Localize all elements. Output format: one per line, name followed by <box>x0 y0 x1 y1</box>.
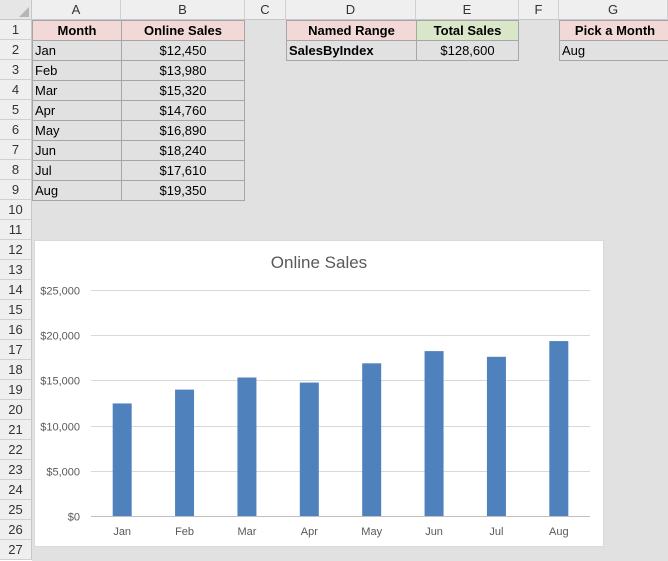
column-header-e[interactable]: E <box>416 0 519 20</box>
row-header-1[interactable]: 1 <box>0 20 32 40</box>
chart-title: Online Sales <box>270 253 368 272</box>
month-cell[interactable]: Jul <box>32 160 122 181</box>
row-header-26[interactable]: 26 <box>0 520 32 540</box>
row-header-6[interactable]: 6 <box>0 120 32 140</box>
bar-jun[interactable] <box>424 351 444 516</box>
row-header-12[interactable]: 12 <box>0 240 32 260</box>
row-header-25[interactable]: 25 <box>0 500 32 520</box>
row-header-22[interactable]: 22 <box>0 440 32 460</box>
x-tick-label: Jun <box>425 526 443 538</box>
cell-e1-total-sales-header[interactable]: Total Sales <box>416 20 519 41</box>
column-header-b[interactable]: B <box>121 0 245 20</box>
x-tick-label: Jan <box>113 526 131 538</box>
month-cell[interactable]: Feb <box>32 60 122 81</box>
month-cell[interactable]: Mar <box>32 80 122 101</box>
month-cell[interactable]: Jun <box>32 140 122 161</box>
cell-d1-named-range-header[interactable]: Named Range <box>286 20 417 41</box>
row-header-3[interactable]: 3 <box>0 60 32 80</box>
sales-cell[interactable]: $19,350 <box>121 180 245 201</box>
column-header-d[interactable]: D <box>286 0 416 20</box>
y-tick-label: $15,000 <box>40 376 80 388</box>
cell-b1-sales-header[interactable]: Online Sales <box>121 20 245 41</box>
row-header-14[interactable]: 14 <box>0 280 32 300</box>
x-tick-label: Feb <box>175 526 194 538</box>
sales-cell[interactable]: $16,890 <box>121 120 245 141</box>
y-tick-label: $10,000 <box>40 422 80 434</box>
column-header-a[interactable]: A <box>32 0 121 20</box>
y-tick-label: $25,000 <box>40 286 80 298</box>
month-cell[interactable]: Apr <box>32 100 122 121</box>
month-cell[interactable]: Jan <box>32 40 122 61</box>
row-header-13[interactable]: 13 <box>0 260 32 280</box>
month-cell[interactable]: Aug <box>32 180 122 201</box>
row-header-10[interactable]: 10 <box>0 200 32 220</box>
sales-cell[interactable]: $14,760 <box>121 100 245 121</box>
bar-may[interactable] <box>362 363 382 516</box>
online-sales-chart[interactable]: Online Sales $0 $5,000 $10,000 $15,000 $20,0… <box>34 240 604 547</box>
row-header-24[interactable]: 24 <box>0 480 32 500</box>
row-header-27[interactable]: 27 <box>0 540 32 560</box>
cell-d2-named-range[interactable]: SalesByIndex <box>286 40 417 61</box>
row-header-23[interactable]: 23 <box>0 460 32 480</box>
chart-plot: $0 $5,000 $10,000 $15,000 $20,000 $25,000 Jan F… <box>40 286 590 538</box>
y-tick-label: $20,000 <box>40 331 80 343</box>
column-header-c[interactable]: C <box>245 0 286 20</box>
y-tick-label: $0 <box>68 512 80 524</box>
sales-cell[interactable]: $15,320 <box>121 80 245 101</box>
column-header-g[interactable]: G <box>559 0 668 20</box>
row-header-2[interactable]: 2 <box>0 40 32 60</box>
row-header-17[interactable]: 17 <box>0 340 32 360</box>
sales-cell[interactable]: $12,450 <box>121 40 245 61</box>
row-header-18[interactable]: 18 <box>0 360 32 380</box>
bar-jan[interactable] <box>112 403 132 516</box>
cell-g2-pick-month-value[interactable]: Aug <box>559 40 668 61</box>
row-header-11[interactable]: 11 <box>0 220 32 240</box>
x-tick-label: Jul <box>489 526 503 538</box>
month-cell[interactable]: May <box>32 120 122 141</box>
x-tick-label: Apr <box>301 526 318 538</box>
cell-g1-pick-month-header[interactable]: Pick a Month <box>559 20 668 41</box>
row-header-21[interactable]: 21 <box>0 420 32 440</box>
bar-feb[interactable] <box>175 389 195 516</box>
x-tick-label: Mar <box>237 526 256 538</box>
x-tick-label: May <box>361 526 382 538</box>
bar-jul[interactable] <box>486 356 506 516</box>
row-header-4[interactable]: 4 <box>0 80 32 100</box>
sales-cell[interactable]: $18,240 <box>121 140 245 161</box>
row-header-16[interactable]: 16 <box>0 320 32 340</box>
cell-a1-month-header[interactable]: Month <box>32 20 122 41</box>
row-header-5[interactable]: 5 <box>0 100 32 120</box>
row-header-7[interactable]: 7 <box>0 140 32 160</box>
bar-mar[interactable] <box>237 377 257 516</box>
sales-cell[interactable]: $17,610 <box>121 160 245 181</box>
x-tick-label: Aug <box>549 526 569 538</box>
row-header-15[interactable]: 15 <box>0 300 32 320</box>
sales-cell[interactable]: $13,980 <box>121 60 245 81</box>
bar-aug[interactable] <box>549 341 569 516</box>
bar-apr[interactable] <box>299 382 319 516</box>
row-header-8[interactable]: 8 <box>0 160 32 180</box>
row-header-9[interactable]: 9 <box>0 180 32 200</box>
cell-e2-total-sales[interactable]: $128,600 <box>416 40 519 61</box>
column-header-f[interactable]: F <box>519 0 559 20</box>
row-header-20[interactable]: 20 <box>0 400 32 420</box>
select-all-corner[interactable] <box>0 0 32 20</box>
y-tick-label: $5,000 <box>46 467 80 479</box>
row-header-19[interactable]: 19 <box>0 380 32 400</box>
